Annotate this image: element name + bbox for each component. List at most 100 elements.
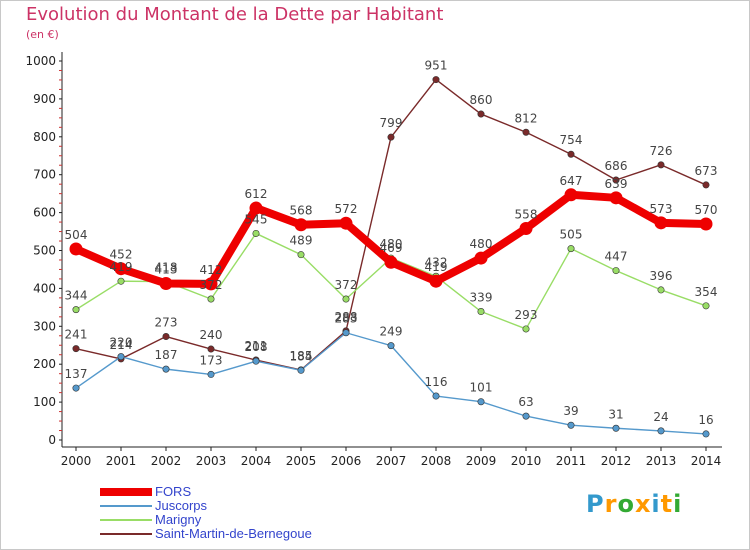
data-label: 726 [650,144,673,158]
logo-letter: i [673,490,683,518]
data-point [72,384,80,392]
data-label: 469 [380,241,403,255]
data-point [522,325,530,333]
data-point [342,329,350,337]
data-label: 293 [515,308,538,322]
data-label: 860 [470,93,493,107]
data-point [702,302,710,310]
data-point [297,366,305,374]
data-point [612,176,620,184]
data-label: 413 [155,262,178,276]
data-point [117,353,125,361]
legend-item: FORS [100,485,400,499]
legend-item: Juscorps [100,499,400,513]
data-label: 812 [515,111,538,125]
data-point [72,306,80,314]
data-point [387,342,395,350]
legend-label: Saint-Martin-de-Bernegoue [155,526,312,541]
chart-title: Evolution du Montant de la Dette par Hab… [26,4,444,25]
legend-item: Marigny [100,513,400,527]
data-label: 288 [335,310,358,324]
data-label: 208 [245,340,268,354]
data-point [612,267,620,275]
data-point [702,181,710,189]
data-point [249,201,263,215]
logo-letter: r [604,490,618,518]
data-point [72,345,80,353]
logo-letter: o [617,490,635,518]
data-label: 568 [290,204,313,218]
data-point [432,76,440,84]
data-label: 372 [335,278,358,292]
legend-swatch [100,488,152,496]
data-point [342,295,350,303]
data-point [384,255,398,269]
x-tick-label: 2008 [421,454,452,468]
chart-data-labels: 241 214 273 240 211 185 288 799 951 860 812 754 686 7… [65,59,718,427]
data-point [567,245,575,253]
data-label: 24 [653,410,668,424]
data-label: 504 [65,228,88,242]
x-tick-label: 2014 [691,454,722,468]
data-point [474,251,488,265]
chart-series [69,76,713,438]
y-tick-label: 1000 [25,54,56,68]
legend-swatch [100,533,152,535]
data-point [207,370,215,378]
data-point [294,218,308,232]
logo-letter: t [660,490,674,518]
data-point [609,191,623,205]
data-point [117,277,125,285]
logo-letter: i [651,490,661,518]
y-tick-label: 100 [33,395,56,409]
y-tick-label: 800 [33,130,56,144]
data-label: 173 [200,353,223,367]
data-label: 799 [380,116,403,130]
data-point [162,333,170,341]
data-point [207,295,215,303]
legend-label: FORS [155,484,192,499]
data-label: 686 [605,159,628,173]
y-tick-label: 900 [33,92,56,106]
data-label: 951 [425,59,448,73]
data-point [477,110,485,118]
data-point [387,133,395,141]
x-tick-label: 2011 [556,454,587,468]
x-tick-label: 2001 [106,454,137,468]
data-label: 480 [470,237,493,251]
data-point [159,276,173,290]
data-label: 273 [155,316,178,330]
y-tick-label: 400 [33,281,56,295]
data-label: 673 [695,164,718,178]
data-label: 214 [110,338,133,352]
data-point [657,286,665,294]
data-point [702,430,710,438]
data-label: 419 [425,260,448,274]
data-label: 39 [563,404,578,418]
data-label: 505 [560,228,583,242]
data-label: 63 [518,395,533,409]
data-point [612,424,620,432]
data-label: 240 [200,328,223,342]
x-tick-label: 2002 [151,454,182,468]
data-label: 573 [650,202,673,216]
data-point [657,427,665,435]
y-tick-label: 600 [33,206,56,220]
x-tick-label: 2005 [286,454,317,468]
data-label: 639 [605,177,628,191]
x-tick-label: 2003 [196,454,227,468]
x-tick-label: 2013 [646,454,677,468]
y-tick-label: 700 [33,168,56,182]
x-tick-label: 2009 [466,454,497,468]
data-point [522,412,530,420]
legend-swatch [100,519,152,521]
data-point [699,217,713,231]
x-tick-label: 2006 [331,454,362,468]
data-point [522,128,530,136]
data-point [564,188,578,202]
data-point [657,161,665,169]
data-label: 489 [290,234,313,248]
y-tick-label: 200 [33,357,56,371]
data-label: 211 [245,339,268,353]
